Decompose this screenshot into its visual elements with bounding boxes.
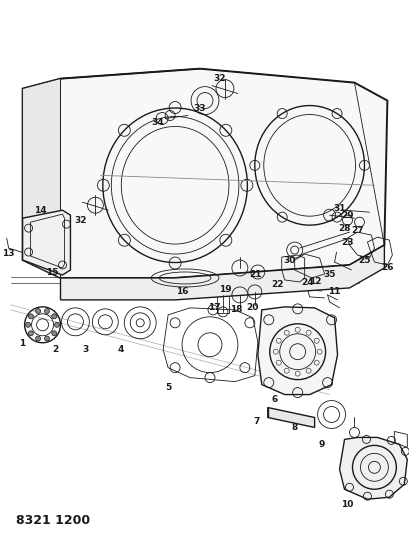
Text: 24: 24: [301, 278, 313, 287]
Circle shape: [45, 336, 49, 341]
Text: 1: 1: [20, 339, 26, 348]
Circle shape: [36, 309, 40, 313]
Text: 5: 5: [164, 383, 171, 392]
Text: 15: 15: [46, 269, 58, 278]
Text: 30: 30: [283, 255, 295, 264]
Text: 10: 10: [341, 500, 353, 508]
Polygon shape: [22, 69, 387, 278]
Text: 16: 16: [175, 287, 188, 296]
Text: 32: 32: [213, 74, 226, 83]
Text: 12: 12: [309, 278, 321, 286]
Circle shape: [52, 314, 56, 319]
Text: 2: 2: [52, 345, 58, 354]
Polygon shape: [22, 210, 70, 275]
Bar: [227, 285, 237, 295]
Polygon shape: [267, 408, 314, 427]
Polygon shape: [22, 79, 61, 300]
Circle shape: [36, 336, 40, 341]
Text: 22: 22: [271, 280, 283, 289]
Circle shape: [28, 331, 33, 336]
Circle shape: [28, 314, 33, 319]
Text: 21: 21: [249, 270, 261, 279]
Circle shape: [25, 322, 31, 327]
Text: 31: 31: [333, 204, 345, 213]
Text: 28: 28: [337, 224, 350, 232]
Circle shape: [45, 309, 49, 313]
Text: 3: 3: [82, 345, 88, 354]
Text: 4: 4: [117, 345, 123, 354]
Text: 20: 20: [246, 303, 258, 312]
Text: 25: 25: [357, 255, 370, 264]
Text: 17: 17: [207, 303, 220, 312]
Circle shape: [54, 322, 59, 327]
Text: 27: 27: [351, 225, 363, 235]
Text: 26: 26: [380, 263, 393, 272]
Text: 19: 19: [218, 285, 231, 294]
Polygon shape: [339, 438, 406, 499]
Bar: [227, 262, 237, 272]
Text: 33: 33: [193, 104, 206, 113]
Text: 8321 1200: 8321 1200: [16, 514, 90, 527]
Polygon shape: [257, 307, 337, 394]
Bar: [216, 295, 228, 313]
Text: 14: 14: [34, 206, 47, 215]
Text: 35: 35: [323, 270, 335, 279]
Text: 7: 7: [253, 417, 259, 426]
Text: 9: 9: [318, 440, 324, 449]
Polygon shape: [61, 245, 384, 300]
Text: 32: 32: [74, 216, 86, 224]
Text: 18: 18: [229, 305, 242, 314]
Circle shape: [52, 331, 56, 336]
Text: 8: 8: [291, 423, 297, 432]
Text: 6: 6: [271, 395, 277, 404]
Text: 11: 11: [328, 287, 340, 296]
Text: 23: 23: [340, 238, 353, 247]
Text: 13: 13: [2, 248, 15, 257]
Text: 34: 34: [151, 118, 164, 127]
Text: 29: 29: [340, 211, 353, 220]
